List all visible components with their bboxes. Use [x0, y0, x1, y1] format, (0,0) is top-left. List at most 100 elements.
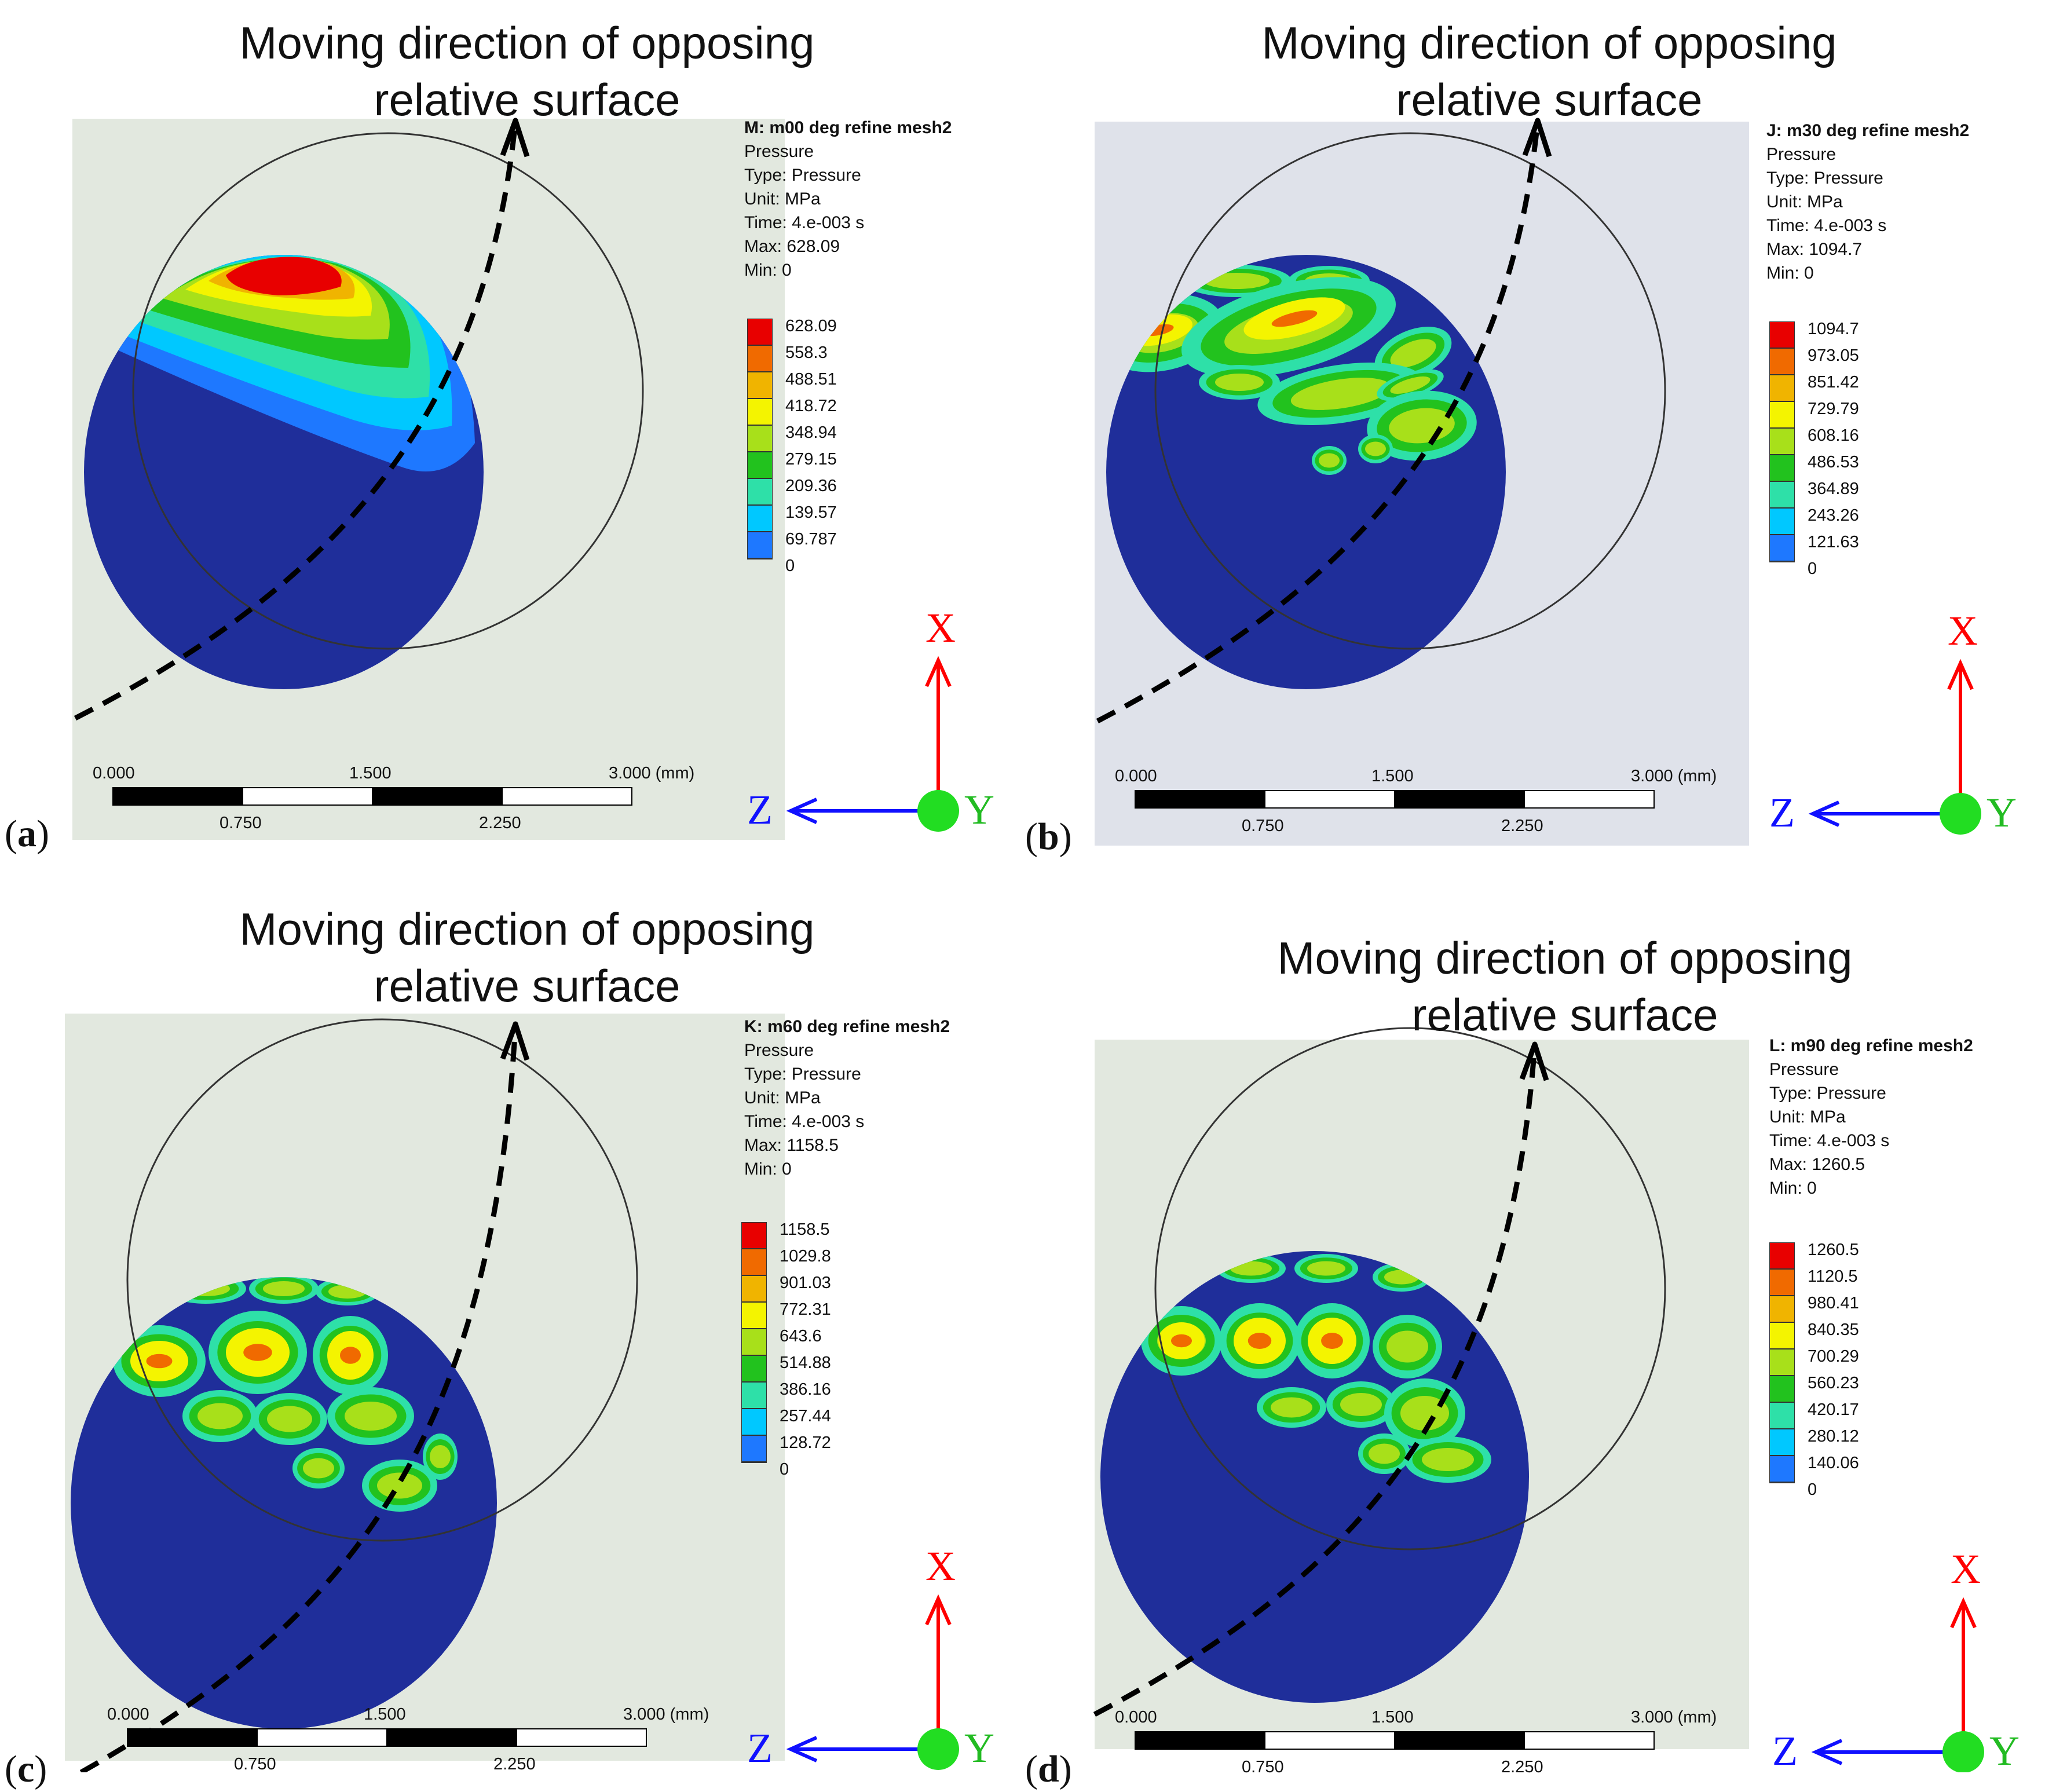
- scale-label-0: 0.000: [1115, 1708, 1157, 1727]
- color-legend-swatch: [1769, 1429, 1795, 1455]
- color-legend-level: 364.89: [1808, 480, 1859, 498]
- panel-letter: (d): [1025, 1748, 1072, 1790]
- x-axis-arrowhead: [925, 1594, 952, 1626]
- legend-quantity: Pressure: [744, 142, 814, 161]
- contact-track-circle: [132, 132, 644, 650]
- color-legend-level: 901.03: [780, 1274, 831, 1292]
- legend-title: M: m00 deg refine mesh2: [744, 118, 952, 137]
- scale-label-2: 1.500: [349, 764, 392, 782]
- color-legend-swatch: [1769, 1482, 1795, 1483]
- panel-a: Moving direction of opposing relative sur…: [0, 0, 1022, 886]
- legend-type: Type: Pressure: [1766, 169, 1883, 188]
- scale-label-4: 3.000 (mm): [623, 1705, 709, 1724]
- x-axis-label: X: [1951, 1546, 1981, 1592]
- color-legend-level: 1120.5: [1808, 1267, 1858, 1286]
- color-legend-swatch: [1769, 1322, 1795, 1349]
- scale-bar-segment: [1264, 790, 1395, 809]
- legend-quantity: Pressure: [1766, 145, 1837, 164]
- x-axis-label: X: [925, 1543, 956, 1589]
- scale-label-0: 0.000: [107, 1705, 149, 1724]
- scale-bar-segment: [372, 787, 503, 806]
- legend-max: Max: 628.09: [744, 237, 840, 256]
- color-legend-swatch: [747, 372, 773, 398]
- color-legend-swatch: [747, 505, 773, 532]
- color-legend-swatch: [747, 532, 773, 558]
- motion-title-line2: relative surface: [1396, 74, 1703, 125]
- contour-layer: [93, 255, 475, 471]
- contour-patch: [1390, 376, 1431, 394]
- scale-label-2: 1.500: [1371, 1708, 1414, 1727]
- scale-bar-segment: [112, 787, 243, 806]
- color-legend-level: 69.787: [785, 530, 837, 548]
- pressure-contour-plot: [72, 118, 959, 840]
- color-legend-swatch: [1769, 535, 1795, 561]
- color-legend-level: 560.23: [1808, 1374, 1859, 1392]
- color-legend-swatch: [1769, 455, 1795, 481]
- motion-direction-title: Moving direction of opposing relative sur…: [1225, 14, 1874, 128]
- scale-label-3: 2.250: [1501, 817, 1543, 835]
- color-legend-swatch: [747, 558, 773, 559]
- y-axis-label: Y: [1987, 789, 2017, 836]
- scale-bar-segment: [1135, 790, 1265, 809]
- color-legend-swatch: [741, 1355, 767, 1382]
- color-legend-level: 851.42: [1808, 373, 1859, 392]
- contour-patch: [430, 1445, 451, 1468]
- contact-track-circle: [126, 1018, 638, 1542]
- motion-direction-title: Moving direction of opposing relative sur…: [1241, 930, 1889, 1043]
- y-axis-dot: [1940, 793, 1981, 835]
- y-axis-dot: [917, 790, 959, 832]
- legend-quantity: Pressure: [1769, 1060, 1839, 1079]
- z-axis-arrowhead: [786, 798, 818, 824]
- legend-header: J: m30 deg refine mesh2 Pressure Type: Pre…: [1766, 119, 1969, 285]
- color-legend-level: 243.26: [1808, 506, 1859, 525]
- legend-max: Max: 1158.5: [744, 1136, 839, 1155]
- color-legend-level: 0: [780, 1460, 789, 1479]
- contour-patch: [345, 1402, 397, 1431]
- color-legend-swatch: [1769, 481, 1795, 508]
- legend-unit: Unit: MPa: [744, 1088, 821, 1107]
- legend-max: Max: 1260.5: [1769, 1155, 1865, 1174]
- z-axis-label: Z: [747, 1725, 773, 1771]
- color-legend-swatch: [1769, 1349, 1795, 1376]
- legend-header: L: m90 deg refine mesh2 Pressure Type: Pre…: [1769, 1034, 1973, 1200]
- color-legend-level: 608.16: [1808, 426, 1859, 445]
- scale-bar-segment: [1394, 790, 1525, 809]
- legend-title: L: m90 deg refine mesh2: [1769, 1036, 1973, 1055]
- contour-band: [226, 257, 342, 295]
- color-legend-swatch: [1769, 1242, 1795, 1269]
- contour-patch: [1171, 1334, 1192, 1348]
- contour-patch: [1400, 1396, 1449, 1431]
- color-legend-swatch: [1769, 401, 1795, 428]
- color-legend-level: 418.72: [785, 397, 837, 415]
- scale-bar-segment: [502, 787, 632, 806]
- scale-label-3: 2.250: [493, 1755, 536, 1773]
- contour-patch: [1365, 441, 1386, 456]
- scale-bar-segment: [1524, 1731, 1655, 1750]
- z-axis-arrowhead: [1811, 1739, 1843, 1765]
- panel-letter: (b): [1025, 815, 1072, 858]
- y-axis-dot: [917, 1728, 959, 1770]
- color-legend-level: 514.88: [780, 1354, 831, 1372]
- scale-bar-segment: [1264, 1731, 1395, 1750]
- color-legend-swatch: [1769, 1296, 1795, 1322]
- motion-direction-path: [1093, 1045, 1538, 1717]
- color-legend-swatch: [747, 319, 773, 345]
- motion-direction-path: [74, 121, 518, 721]
- contour-patch: [263, 1281, 305, 1296]
- contour-patch: [340, 1347, 361, 1364]
- legend-type: Type: Pressure: [1769, 1084, 1886, 1103]
- x-axis-label: X: [925, 605, 956, 651]
- color-legend: 1158.5 1029.8 901.03 772.31 643.6 514.88 386.1…: [741, 1220, 892, 1494]
- legend-unit: Unit: MPa: [1769, 1107, 1846, 1127]
- contour-patch: [1422, 1448, 1474, 1471]
- motion-arrowhead: [500, 118, 530, 158]
- color-legend-level: 280.12: [1808, 1427, 1859, 1446]
- contour-patch: [197, 1403, 243, 1429]
- motion-title-line1: Moving direction of opposing: [239, 17, 815, 68]
- color-legend-level: 488.51: [785, 370, 837, 389]
- color-legend-level: 980.41: [1808, 1294, 1859, 1312]
- color-legend-swatch: [741, 1382, 767, 1409]
- scale-label-2: 1.500: [1371, 767, 1414, 785]
- x-axis-label: X: [1948, 608, 1978, 654]
